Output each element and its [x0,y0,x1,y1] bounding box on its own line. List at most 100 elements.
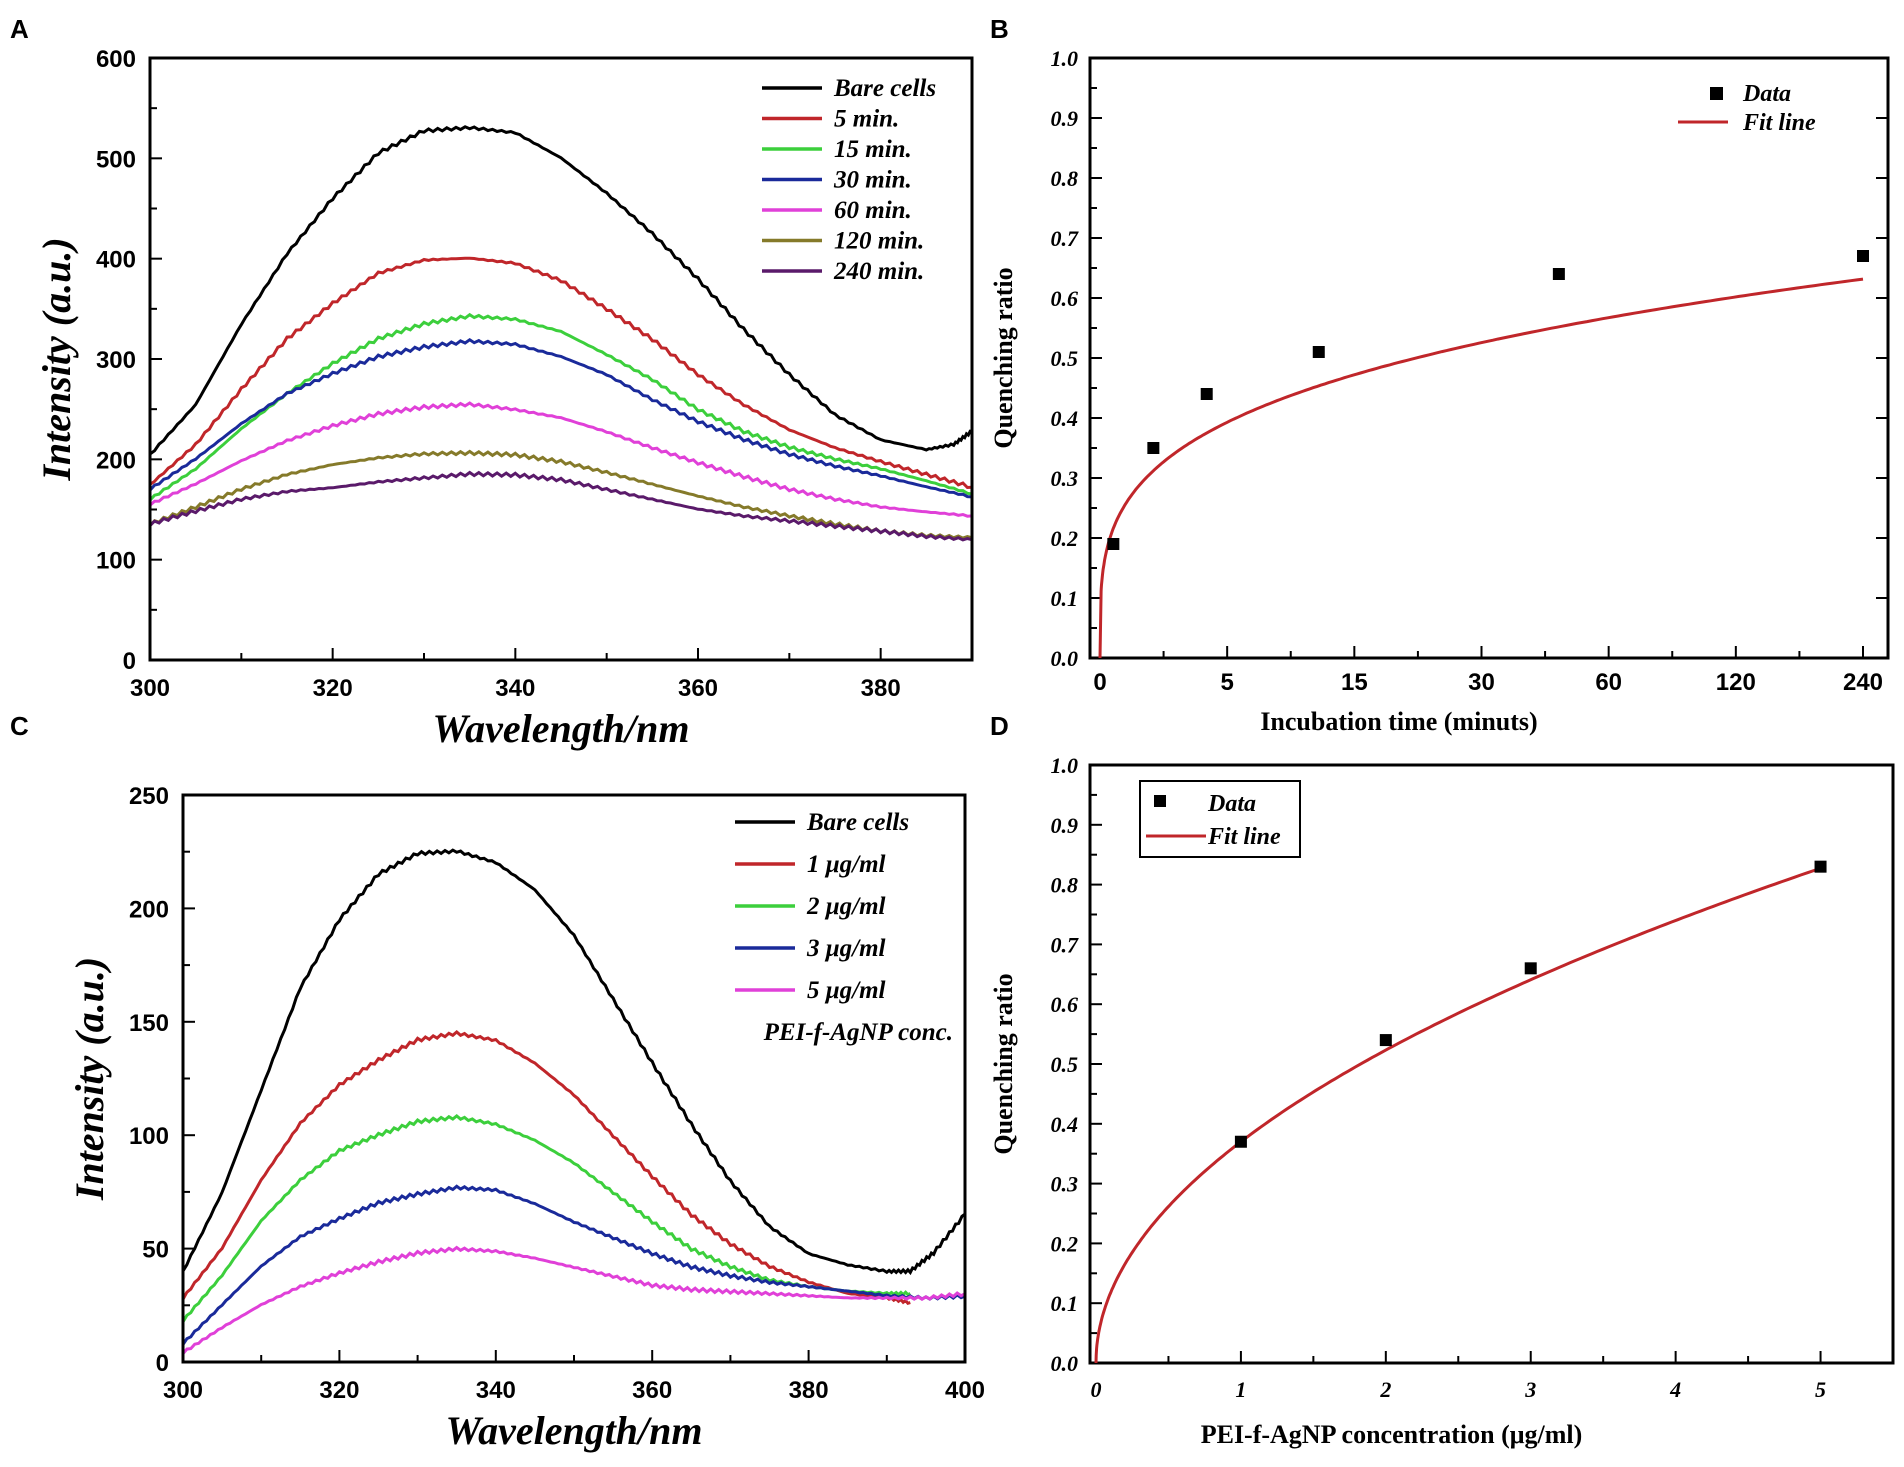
data-point [1147,442,1160,454]
legend-label-15-min: 15 min. [834,136,912,163]
legend-label-5-g-ml: 5 μg/ml [807,977,886,1004]
y-tick-label: 200 [96,447,136,474]
plot-frame-b [1088,56,1890,660]
x-tick-label: 380 [789,1377,829,1404]
y-axis-title: Intensity (a.u.) [67,957,112,1201]
series-line-15-min [148,312,973,502]
y-tick-label: 0.7 [1051,226,1080,251]
chart-c: 300 320 340 360 380 400 0 50 100 150 200 250 Wavelen… [67,783,985,1453]
chart-d: 0 1 2 3 4 5 0.0 0.1 0.2 0.3 0.4 0.5 0.6 0.7 0.8 0.9 1.0 P… [989,753,1895,1449]
x-tick-label: 120 [1716,669,1756,696]
series-line-120-min [148,449,973,540]
legend: Data Fit line [1678,81,1816,136]
y-tick-label: 0.4 [1051,1112,1079,1137]
y-tick-label: 0.2 [1051,526,1079,551]
y-tick-label: 0.8 [1051,873,1079,898]
y-tick-label: 0 [156,1350,169,1377]
legend-label-bare-cells: Bare cells [806,809,909,836]
y-tick-label: 0.0 [1051,646,1079,671]
x-tick-label: 15 [1341,669,1368,696]
y-tick-label: 0.9 [1051,813,1079,838]
x-tick-label: 60 [1595,669,1622,696]
legend-note: PEI-f-AgNP conc. [763,1019,953,1046]
x-tick-label: 360 [678,675,718,702]
data-point [1107,538,1120,550]
x-tick-label: 340 [476,1377,516,1404]
legend: Data Fit line [1139,780,1301,858]
data-point [1552,268,1565,280]
y-tick-label: 0.1 [1051,1291,1079,1316]
legend-label-fit-line: Fit line [1207,824,1281,850]
y-tick-label: 500 [96,146,136,173]
series-line-bare-cells [149,125,972,456]
y-tick-label: 0.5 [1051,346,1079,371]
y-axis-title: Intensity (a.u.) [34,237,79,481]
legend-label-fit-line: Fit line [1742,110,1816,136]
panel-letter-c: C [10,711,29,741]
series-line-30-min [148,337,973,499]
y-tick-label: 600 [96,46,136,73]
fit-line [1098,277,1864,659]
y-tick-label: 1.0 [1051,46,1079,71]
x-tick-label: 0 [1093,669,1106,696]
legend: Bare cells 1 μg/ml 2 μg/ml 3 μg/ml 5 μg/ml PE… [735,809,953,1046]
x-tick-label: 1 [1235,1377,1246,1402]
x-tick-label: 320 [313,675,353,702]
legend-label-data: Data [1207,791,1256,817]
legend-label-120-min: 120 min. [834,228,924,255]
data-point [1200,388,1213,400]
y-tick-label: 100 [129,1123,169,1150]
x-tick-label: 3 [1524,1377,1536,1402]
legend-swatch-data [1154,795,1166,807]
series-line-1-g-ml [181,1030,911,1306]
y-tick-label: 0.6 [1051,992,1079,1017]
legend-label-5-min: 5 min. [834,106,899,133]
series-line-60-min [149,401,973,518]
series-line-240-min [148,470,973,542]
x-tick-label: 240 [1843,669,1883,696]
y-tick-label: 0.9 [1051,106,1079,131]
y-tick-label: 0.1 [1051,586,1079,611]
x-tick-label: 4 [1669,1377,1681,1402]
x-axis-title: PEI-f-AgNP concentration (μg/ml) [1201,1420,1583,1449]
x-tick-label: 2 [1379,1377,1391,1402]
x-tick-label: 360 [632,1377,672,1404]
y-tick-label: 0.8 [1051,166,1079,191]
x-tick-label: 380 [861,675,901,702]
legend-label-data: Data [1742,81,1791,107]
series-line-5-min [149,256,973,490]
data-point [1814,860,1827,873]
legend-label-3-g-ml: 3 μg/ml [806,935,886,962]
legend-label-2-g-ml: 2 μg/ml [806,893,886,920]
y-tick-label: 400 [96,247,136,274]
x-axis-title: Wavelength/nm [445,1408,702,1453]
x-tick-label: 300 [163,1377,203,1404]
x-tick-label: 5 [1220,669,1233,696]
x-tick-label: 320 [319,1377,359,1404]
data-point [1379,1034,1392,1047]
panel-letter-a: A [10,14,29,44]
x-axis-title: Wavelength/nm [432,706,689,751]
legend-label-240-min: 240 min. [833,258,924,285]
x-tick-label: 340 [495,675,535,702]
series-line-5-g-ml [181,1245,966,1355]
series-line-3-g-ml [181,1184,966,1346]
x-axis-title: Incubation time (minuts) [1260,707,1537,736]
y-tick-label: 0.7 [1051,932,1080,957]
legend-label-1-g-ml: 1 μg/ml [807,851,886,878]
panel-letter-d: D [990,711,1009,741]
panel-letter-b: B [990,14,1009,44]
fit-line [1094,866,1822,1364]
y-tick-label: 1.0 [1051,753,1079,778]
y-axis-title: Quenching ratio [989,973,1018,1154]
series-line-bare-cells [181,848,966,1276]
y-tick-label: 0.4 [1051,406,1079,431]
y-tick-label: 0.0 [1051,1351,1079,1376]
x-tick-label: 5 [1815,1377,1826,1402]
legend-label-60-min: 60 min. [834,197,912,224]
y-tick-label: 250 [129,783,169,810]
y-tick-label: 50 [142,1237,169,1264]
y-tick-label: 0.5 [1051,1052,1079,1077]
y-tick-label: 0.3 [1051,1172,1079,1197]
